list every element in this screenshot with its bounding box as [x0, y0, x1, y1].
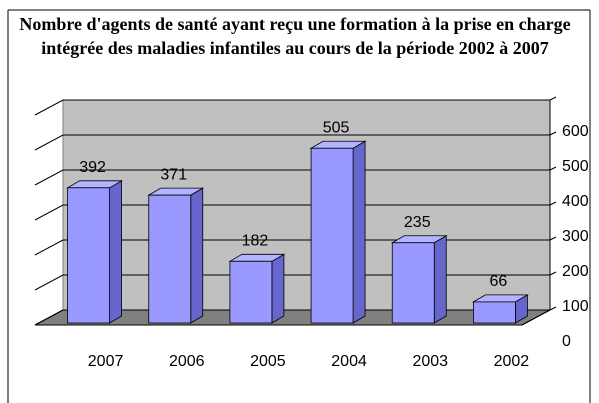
x-tick-label: 2003 — [412, 353, 448, 370]
y-tick-label: 500 — [562, 158, 589, 175]
bar — [67, 187, 110, 324]
bar — [391, 242, 435, 324]
x-tick-label: 2005 — [250, 353, 286, 370]
y-tick — [549, 131, 557, 136]
value-label: 392 — [79, 159, 106, 176]
x-tick-label: 2007 — [88, 353, 124, 370]
y-tick — [549, 236, 557, 241]
y-tick-label: 600 — [562, 123, 589, 140]
value-label: 371 — [160, 166, 187, 183]
value-label: 505 — [323, 119, 350, 136]
y-tick — [549, 271, 557, 276]
y-tick-label: 300 — [562, 228, 589, 245]
bar-side — [433, 235, 447, 324]
y-tick — [549, 166, 557, 171]
value-label: 235 — [404, 214, 431, 231]
chart-title: Nombre d'agents de santé ayant reçu une … — [19, 14, 571, 58]
grid-line — [34, 309, 550, 326]
bar — [148, 194, 192, 324]
y-tick-label: 100 — [562, 298, 589, 315]
x-tick-label: 2004 — [331, 353, 367, 370]
bar-side — [352, 140, 366, 324]
bar-side — [109, 180, 122, 324]
bar-side — [190, 187, 204, 324]
y-axis — [521, 100, 551, 326]
bar-side — [271, 253, 285, 324]
y-tick — [549, 306, 557, 311]
bar — [473, 301, 516, 324]
bar — [310, 147, 354, 324]
grid-line — [34, 169, 550, 186]
bar — [229, 260, 273, 324]
y-tick — [549, 201, 557, 206]
grid-line — [34, 134, 550, 151]
x-tick-label: 2006 — [169, 353, 205, 370]
value-label: 66 — [490, 273, 508, 290]
grid-line — [34, 99, 550, 116]
x-tick-label: 2002 — [494, 353, 530, 370]
y-tick-label: 200 — [562, 263, 589, 280]
y-tick-label: 0 — [562, 333, 571, 350]
value-label: 182 — [242, 233, 269, 250]
y-tick — [549, 96, 557, 101]
grid-line — [34, 204, 550, 221]
y-tick-label: 400 — [562, 193, 589, 210]
grid-line — [34, 274, 550, 291]
grid-line — [34, 239, 550, 256]
